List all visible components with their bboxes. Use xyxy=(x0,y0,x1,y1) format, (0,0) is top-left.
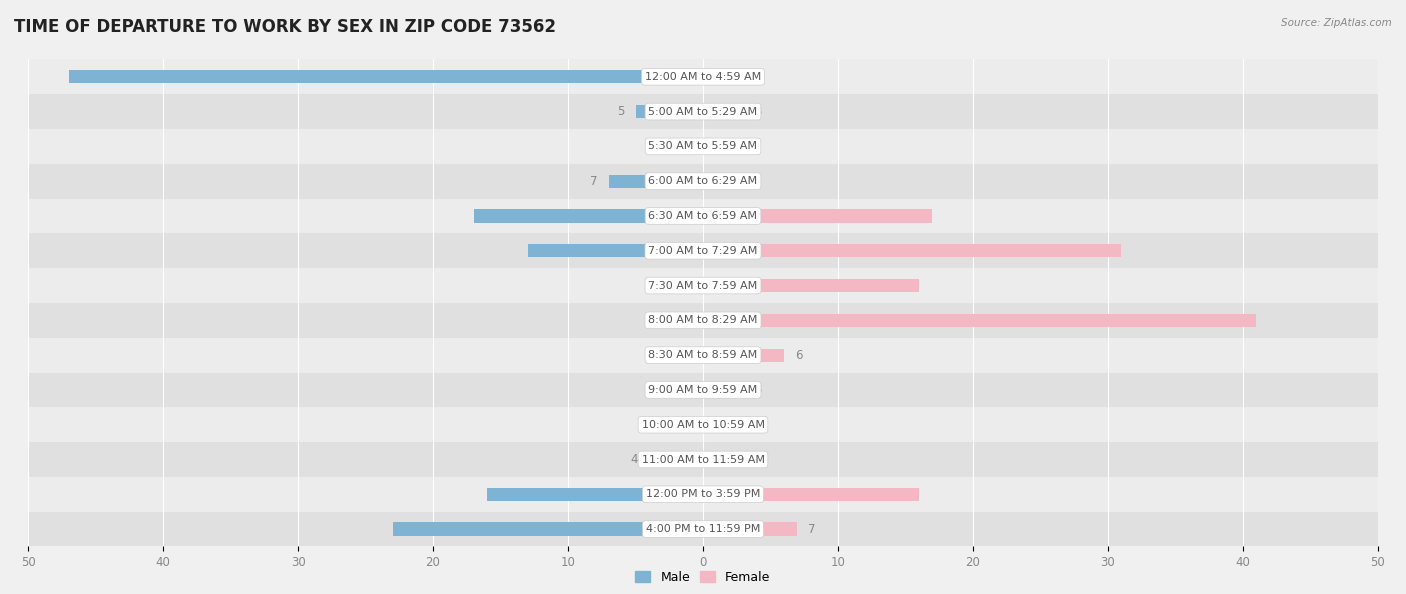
Bar xyxy=(609,175,703,188)
Text: 41: 41 xyxy=(714,314,730,327)
Bar xyxy=(28,511,1378,546)
Bar xyxy=(28,233,1378,268)
Text: 6:30 AM to 6:59 AM: 6:30 AM to 6:59 AM xyxy=(648,211,758,221)
Text: 2: 2 xyxy=(741,140,748,153)
Bar xyxy=(28,407,1378,442)
Bar xyxy=(699,418,703,431)
Bar xyxy=(703,488,920,501)
Text: 6:00 AM to 6:29 AM: 6:00 AM to 6:29 AM xyxy=(648,176,758,186)
Text: 0: 0 xyxy=(679,349,686,362)
Text: 0: 0 xyxy=(679,140,686,153)
Bar xyxy=(703,175,717,188)
Text: 13: 13 xyxy=(676,244,692,257)
Text: 0: 0 xyxy=(679,418,686,431)
Text: 8:00 AM to 8:29 AM: 8:00 AM to 8:29 AM xyxy=(648,315,758,326)
Text: 7:00 AM to 7:29 AM: 7:00 AM to 7:29 AM xyxy=(648,246,758,256)
Bar xyxy=(703,70,707,83)
Text: 17: 17 xyxy=(676,210,692,223)
Bar xyxy=(28,129,1378,164)
Text: 1: 1 xyxy=(727,175,735,188)
Bar xyxy=(474,209,703,223)
Bar xyxy=(650,453,703,466)
Bar xyxy=(703,209,932,223)
Bar xyxy=(703,279,920,292)
Bar xyxy=(703,418,707,431)
Bar xyxy=(703,244,1122,257)
Text: 9:00 AM to 9:59 AM: 9:00 AM to 9:59 AM xyxy=(648,385,758,395)
Bar xyxy=(28,338,1378,372)
Bar xyxy=(392,523,703,536)
Bar xyxy=(703,349,785,362)
Bar xyxy=(703,383,744,397)
Text: 7: 7 xyxy=(808,523,815,536)
Text: 11:00 AM to 11:59 AM: 11:00 AM to 11:59 AM xyxy=(641,454,765,465)
Bar xyxy=(699,383,703,397)
Bar xyxy=(28,94,1378,129)
Text: 4:00 PM to 11:59 PM: 4:00 PM to 11:59 PM xyxy=(645,524,761,534)
Bar xyxy=(703,140,730,153)
Text: 4: 4 xyxy=(631,453,638,466)
Bar xyxy=(28,477,1378,511)
Bar xyxy=(28,303,1378,338)
Text: 31: 31 xyxy=(714,244,730,257)
Text: 2: 2 xyxy=(741,453,748,466)
Bar xyxy=(689,279,703,292)
Bar xyxy=(28,198,1378,233)
Bar xyxy=(703,105,744,118)
Text: 0: 0 xyxy=(720,70,727,83)
Bar xyxy=(28,59,1378,94)
Text: 16: 16 xyxy=(676,488,692,501)
Text: 16: 16 xyxy=(714,279,730,292)
Text: 7: 7 xyxy=(591,175,598,188)
Bar xyxy=(28,164,1378,198)
Text: 1: 1 xyxy=(671,279,679,292)
Text: 10:00 AM to 10:59 AM: 10:00 AM to 10:59 AM xyxy=(641,420,765,429)
Text: 16: 16 xyxy=(714,488,730,501)
Text: 6: 6 xyxy=(794,349,803,362)
Text: Source: ZipAtlas.com: Source: ZipAtlas.com xyxy=(1281,18,1392,28)
Bar xyxy=(69,70,703,83)
Text: 0: 0 xyxy=(679,314,686,327)
Bar xyxy=(28,268,1378,303)
Text: 3: 3 xyxy=(754,383,762,396)
Text: 12:00 AM to 4:59 AM: 12:00 AM to 4:59 AM xyxy=(645,72,761,82)
Bar xyxy=(703,314,1257,327)
Text: 3: 3 xyxy=(754,105,762,118)
Bar xyxy=(699,314,703,327)
Text: 12:00 PM to 3:59 PM: 12:00 PM to 3:59 PM xyxy=(645,489,761,500)
Text: 7:30 AM to 7:59 AM: 7:30 AM to 7:59 AM xyxy=(648,280,758,290)
Bar xyxy=(486,488,703,501)
Bar xyxy=(699,140,703,153)
Text: 5:00 AM to 5:29 AM: 5:00 AM to 5:29 AM xyxy=(648,106,758,116)
Bar xyxy=(527,244,703,257)
Text: 8:30 AM to 8:59 AM: 8:30 AM to 8:59 AM xyxy=(648,350,758,360)
Text: 47: 47 xyxy=(676,70,692,83)
Legend: Male, Female: Male, Female xyxy=(630,566,776,589)
Text: 23: 23 xyxy=(676,523,692,536)
Text: 0: 0 xyxy=(679,383,686,396)
Text: TIME OF DEPARTURE TO WORK BY SEX IN ZIP CODE 73562: TIME OF DEPARTURE TO WORK BY SEX IN ZIP … xyxy=(14,18,555,36)
Bar xyxy=(636,105,703,118)
Text: 5: 5 xyxy=(617,105,624,118)
Text: 17: 17 xyxy=(714,210,730,223)
Bar xyxy=(703,523,797,536)
Bar xyxy=(703,453,730,466)
Bar xyxy=(28,372,1378,407)
Bar xyxy=(699,349,703,362)
Bar xyxy=(28,442,1378,477)
Text: 5:30 AM to 5:59 AM: 5:30 AM to 5:59 AM xyxy=(648,141,758,151)
Text: 0: 0 xyxy=(720,418,727,431)
